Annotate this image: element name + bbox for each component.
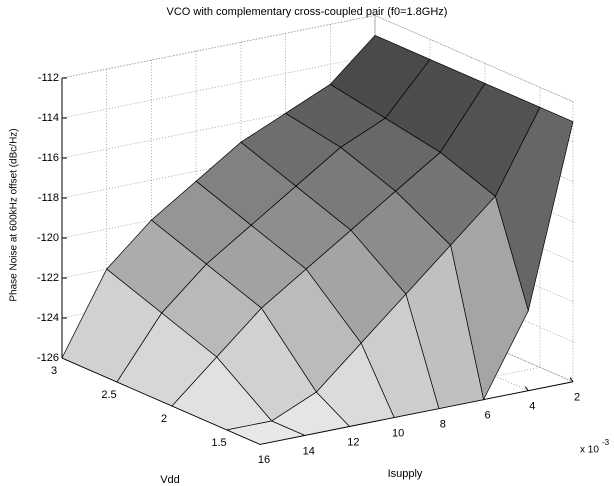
x-tick-label: 4 — [529, 401, 535, 413]
x-tick-label: 2 — [574, 392, 580, 404]
surface-face — [225, 420, 306, 445]
z-tick-label: -126 — [37, 352, 59, 364]
chart-title: VCO with complementary cross-coupled pai… — [167, 6, 448, 18]
z-tick-label: -120 — [37, 232, 59, 244]
y-tick-label: 2 — [161, 413, 167, 425]
side-wall — [374, 14, 574, 383]
z-tick-label: -124 — [37, 312, 59, 324]
y-tick-label: 3 — [51, 365, 57, 377]
x-tick-label: 12 — [347, 436, 359, 448]
grid-line — [151, 60, 350, 427]
grid-line — [195, 51, 395, 418]
x-tick-label: 6 — [485, 410, 491, 422]
y-tick-label: 1.5 — [211, 437, 226, 449]
x-tick-label: 16 — [258, 454, 270, 466]
x-axis-label: Isupply — [388, 468, 423, 480]
z-tick-label: -116 — [38, 152, 59, 164]
x-tick-label: 10 — [392, 427, 404, 439]
z-tick-label: -118 — [38, 192, 59, 204]
z-tick-label: -112 — [38, 72, 59, 84]
x-tick — [524, 386, 529, 391]
z-axis-label: Phase Noise at 600kHz offset (dBc/Hz) — [9, 128, 20, 301]
grid-line — [106, 69, 305, 436]
x-multiplier: x 10 — [580, 445, 599, 456]
x-exponent: -3 — [602, 438, 610, 447]
x-tick-label: 8 — [440, 418, 446, 430]
x-tick — [569, 377, 574, 383]
x-tick-label: 14 — [303, 445, 315, 457]
z-tick-label: -114 — [38, 112, 59, 124]
y-tick-label: 2.5 — [101, 389, 116, 401]
z-tick-label: -122 — [37, 272, 59, 284]
y-axis-label: Vdd — [160, 474, 180, 486]
